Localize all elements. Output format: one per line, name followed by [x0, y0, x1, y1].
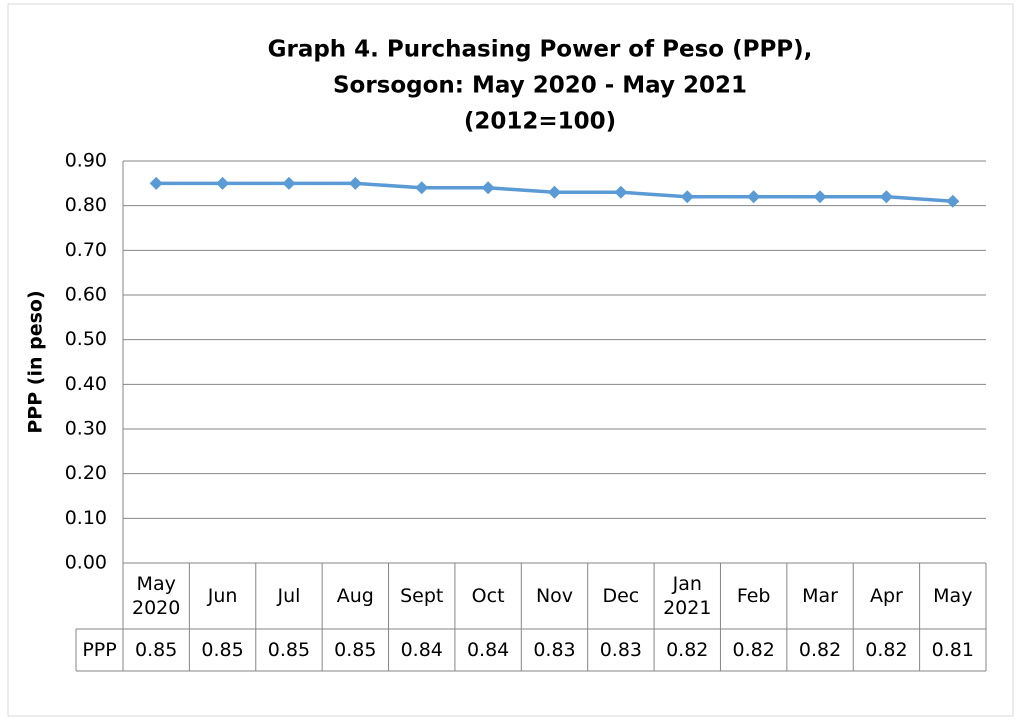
y-tick-label: 0.20 [65, 462, 107, 484]
y-tick-label: 0.40 [65, 373, 107, 395]
chart-title: Graph 4. Purchasing Power of Peso (PPP), [268, 37, 813, 63]
point-marker [946, 194, 960, 208]
y-tick-label: 0.00 [65, 552, 107, 574]
x-tick-label: Sept [400, 585, 444, 607]
x-tick-label: Jun [207, 585, 238, 607]
table-value: 0.81 [931, 639, 974, 661]
table-value: 0.82 [732, 639, 775, 661]
x-tick-label: Mar [802, 585, 838, 607]
chart-border [7, 3, 1014, 717]
table-value: 0.85 [334, 639, 377, 661]
x-tick-label: Oct [471, 585, 505, 607]
table-value: 0.84 [400, 639, 443, 661]
table-value: 0.83 [533, 639, 576, 661]
x-tick-label: Feb [736, 585, 771, 607]
y-tick-label: 0.80 [65, 194, 107, 216]
point-marker [282, 176, 296, 190]
y-tick-label: 0.50 [65, 328, 107, 350]
x-tick-label: Jan 2021 [663, 573, 712, 619]
table-value: 0.84 [466, 639, 510, 661]
point-marker [149, 176, 163, 190]
y-tick-label: 0.90 [65, 150, 107, 172]
y-tick-label: 0.10 [65, 507, 107, 529]
table-value: 0.83 [599, 639, 643, 661]
table-value: 0.85 [267, 639, 311, 661]
x-tick-label: Dec [602, 585, 640, 607]
table-value: 0.85 [201, 639, 244, 661]
table-value: 0.82 [666, 639, 709, 661]
point-marker [481, 181, 495, 195]
y-axis-label: PPP (in peso) [25, 290, 47, 433]
table-value: 0.85 [135, 639, 178, 661]
point-marker [348, 176, 362, 190]
chart-title: Sorsogon: May 2020 - May 2021 [333, 73, 747, 99]
point-marker [813, 190, 827, 204]
y-tick-label: 0.60 [65, 284, 107, 306]
point-marker [879, 190, 893, 204]
point-marker [216, 176, 230, 190]
x-tick-label: Nov [535, 585, 574, 607]
legend-entry: PPP [82, 639, 117, 661]
y-tick-label: 0.30 [65, 418, 107, 440]
point-marker [747, 190, 761, 204]
x-tick-label: May [933, 585, 973, 607]
point-marker [548, 185, 561, 199]
point-marker [680, 190, 694, 204]
table-value: 0.82 [865, 639, 908, 661]
point-marker [614, 185, 628, 199]
y-tick-label: 0.70 [65, 239, 107, 261]
x-tick-label: Jul [277, 585, 301, 607]
table-value: 0.82 [798, 639, 842, 661]
x-tick-label: May 2020 [132, 573, 181, 619]
chart-title: (2012=100) [464, 109, 616, 135]
x-tick-label: Aug [336, 585, 374, 607]
x-tick-label: Apr [869, 585, 903, 607]
point-marker [415, 181, 429, 195]
